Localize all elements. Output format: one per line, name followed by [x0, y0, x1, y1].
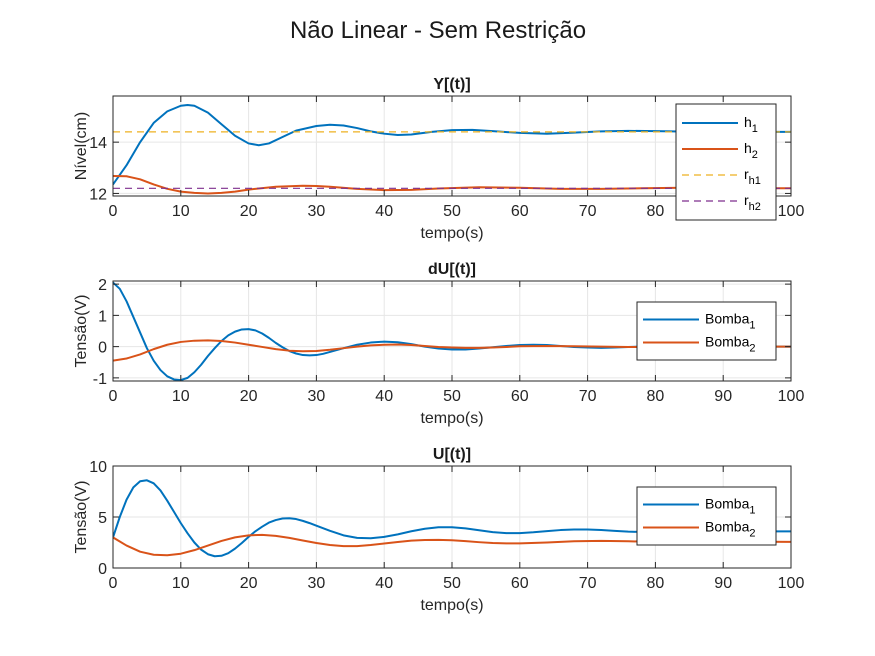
plot-y-levels: 01020304050607080901001214Y[(t)]tempo(s)… — [73, 76, 804, 242]
ax2-xtick-label: 60 — [511, 575, 529, 592]
ax2-series-bomba2-line — [113, 533, 791, 557]
ax1-xtick-label: 0 — [109, 388, 118, 405]
ax2-xtick-label: 100 — [778, 575, 805, 592]
ax0-legend-label: rh1 — [744, 166, 761, 187]
ax0-legend-label: h2 — [744, 140, 758, 161]
ax0-legend-label: h1 — [744, 114, 758, 135]
ax0-xlabel: tempo(s) — [420, 225, 483, 242]
ax1-legend-label: Bomba1 — [705, 311, 755, 332]
ax2-ytick-label: 10 — [89, 459, 107, 476]
ax1-xtick-label: 40 — [375, 388, 393, 405]
ax0-xtick-label: 80 — [647, 203, 665, 220]
ax1-legend-label: Bomba2 — [705, 334, 755, 355]
ax0-xtick-label: 0 — [109, 203, 118, 220]
ax0-xtick-label: 20 — [240, 203, 258, 220]
ax2-xtick-label: 30 — [308, 575, 326, 592]
ax2-title: U[(t)] — [433, 446, 471, 463]
ax1-ytick-label: 0 — [98, 340, 107, 357]
ax1-xtick-label: 20 — [240, 388, 258, 405]
ax1-ytick-label: -1 — [93, 371, 107, 388]
ax0-xtick-label: 50 — [443, 203, 461, 220]
ax0-ytick-label: 12 — [89, 186, 107, 203]
ax1-xtick-label: 70 — [579, 388, 597, 405]
ax2-xtick-label: 0 — [109, 575, 118, 592]
ax0-xtick-label: 60 — [511, 203, 529, 220]
plot-u-voltage: 0 10 20 30 40 50 60 70 80 90 100 0 5 10 U[(t)] tempo(s)… — [73, 446, 804, 614]
plot-du-voltage: 0 10 20 30 40 50 60 70 80 90 100-1012dU[(t)]tempo(… — [73, 261, 804, 427]
ax2-xlabel: tempo(s) — [420, 597, 483, 614]
ax1-xtick-label: 50 — [443, 388, 461, 405]
ax2-ylabel: Tensão(V) — [73, 481, 90, 554]
ax1-ytick-label: 1 — [98, 308, 107, 325]
ax0-xtick-label: 100 — [778, 203, 805, 220]
ax0-xtick-label: 30 — [308, 203, 326, 220]
ax1-xtick-label: 10 — [172, 388, 190, 405]
ax1-xtick-label: 100 — [778, 388, 805, 405]
ax0-xtick-label: 40 — [375, 203, 393, 220]
ax2-xtick-label: 10 — [172, 575, 190, 592]
ax1-xtick-label: 90 — [714, 388, 732, 405]
ax2-xtick-label: 20 — [240, 575, 258, 592]
ax2-series-bomba1-line — [113, 479, 791, 558]
ax0-title: Y[(t)] — [433, 76, 470, 93]
ax0-legend: h1 h2 rh1 rh2 — [675, 103, 777, 221]
ax2-xtick-label: 50 — [443, 575, 461, 592]
ax1-xtick-label: 80 — [647, 388, 665, 405]
ax2-xtick-label: 80 — [647, 575, 665, 592]
ax1-xtick-label: 60 — [511, 388, 529, 405]
ax2-xtick-label: 90 — [714, 575, 732, 592]
ax1-ylabel: Tensão(V) — [73, 295, 90, 368]
ax2-legend-label: Bomba1 — [705, 496, 755, 517]
ax0-xtick-label: 10 — [172, 203, 190, 220]
ax1-legend-box — [636, 301, 777, 361]
ax2-legend-label: Bomba2 — [705, 519, 755, 540]
ax1-title: dU[(t)] — [428, 261, 476, 278]
figure-title: Não Linear - Sem Restrição — [290, 17, 586, 44]
ax0-legend-label: rh2 — [744, 192, 761, 213]
ax1-xlabel: tempo(s) — [420, 410, 483, 427]
ax1-series-bomba2-line — [113, 339, 791, 362]
ax2-ytick-label: 5 — [98, 510, 107, 527]
ax0-legend-box — [675, 103, 777, 221]
ax1-xtick-label: 30 — [308, 388, 326, 405]
ax2-xtick-label: 40 — [375, 575, 393, 592]
ax1-ytick-label: 2 — [98, 277, 107, 294]
ax0-xtick-label: 70 — [579, 203, 597, 220]
ax2-ytick-label: 0 — [98, 561, 107, 578]
ax2-xtick-label: 70 — [579, 575, 597, 592]
ax2-legend-box — [636, 486, 777, 546]
ax0-ytick-label: 14 — [89, 135, 107, 152]
ax0-ylabel: Nível(cm) — [73, 112, 90, 180]
